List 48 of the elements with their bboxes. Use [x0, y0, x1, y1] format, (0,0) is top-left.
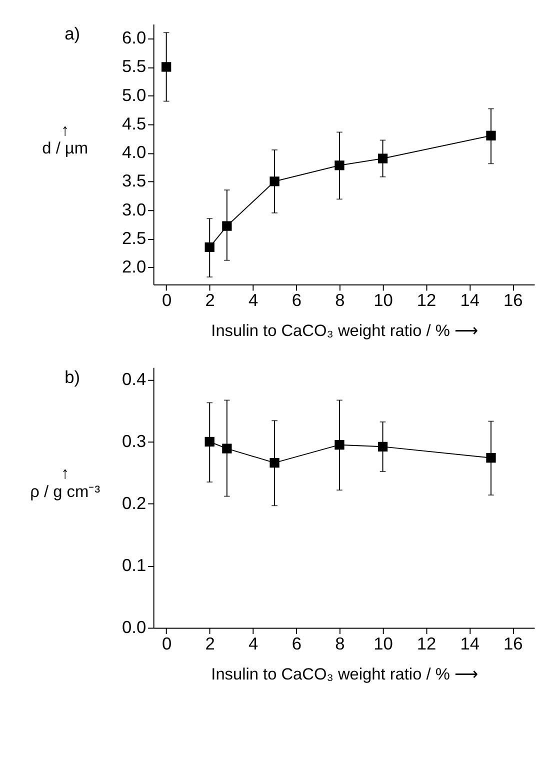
point: [222, 221, 232, 231]
y-tick-label: 2.0: [122, 256, 146, 277]
y-tick-label: 0.2: [122, 493, 146, 514]
point: [222, 444, 232, 454]
x-tick-label: 14: [460, 290, 480, 310]
x-tick-label: 10: [374, 633, 393, 654]
point: [486, 130, 496, 140]
point: [162, 62, 172, 72]
x-tick-label: 16: [503, 290, 523, 310]
point: [270, 458, 280, 468]
x-tick-label: 0: [162, 633, 172, 654]
chart-title: a): [64, 23, 80, 44]
x-tick-label: 0: [162, 290, 172, 310]
x-tick-label: 6: [292, 633, 302, 654]
y-tick-label: 2.5: [122, 228, 146, 248]
chart-title: b): [64, 366, 80, 387]
x-tick-label: 2: [205, 633, 215, 654]
y-axis-title: ↑ ρ / g cm⁻³: [30, 464, 101, 502]
x-axis-title: Insulin to CaCO₃ weight ratio / % ⟶: [211, 665, 478, 684]
point: [334, 440, 344, 450]
x-tick-label: 12: [416, 290, 436, 310]
point: [486, 453, 496, 463]
x-tick-label: 2: [205, 290, 215, 310]
x-tick-label: 16: [503, 633, 523, 654]
y-tick-label: 0.1: [122, 555, 146, 576]
y-tick-label: 5.5: [122, 56, 146, 76]
x-tick-label: 10: [374, 290, 393, 310]
y-tick-label: 4.0: [122, 142, 146, 162]
y-axis-title: ↑ d / µm: [42, 121, 88, 158]
point: [270, 176, 280, 186]
y-tick-label: 0.0: [122, 617, 146, 638]
y-tick-label: 3.5: [122, 170, 146, 191]
y-tick-label: 4.5: [122, 113, 146, 134]
x-tick-label: 12: [416, 633, 436, 654]
point: [378, 154, 388, 164]
y-tick-label: 0.4: [122, 369, 146, 390]
x-tick-label: 8: [335, 633, 345, 654]
x-tick-label: 14: [460, 633, 480, 654]
x-tick-label: 8: [335, 290, 345, 310]
point: [334, 160, 344, 170]
x-tick-label: 6: [292, 290, 302, 310]
y-tick-label: 5.0: [122, 84, 146, 105]
y-tick-label: 6.0: [122, 28, 146, 48]
y-tick-label: 3.0: [122, 199, 146, 220]
x-axis-title: Insulin to CaCO₃ weight ratio / % ⟶: [211, 322, 478, 340]
x-tick-label: 4: [248, 633, 259, 654]
x-tick-label: 4: [248, 290, 259, 310]
y-tick-label: 0.3: [122, 431, 146, 452]
